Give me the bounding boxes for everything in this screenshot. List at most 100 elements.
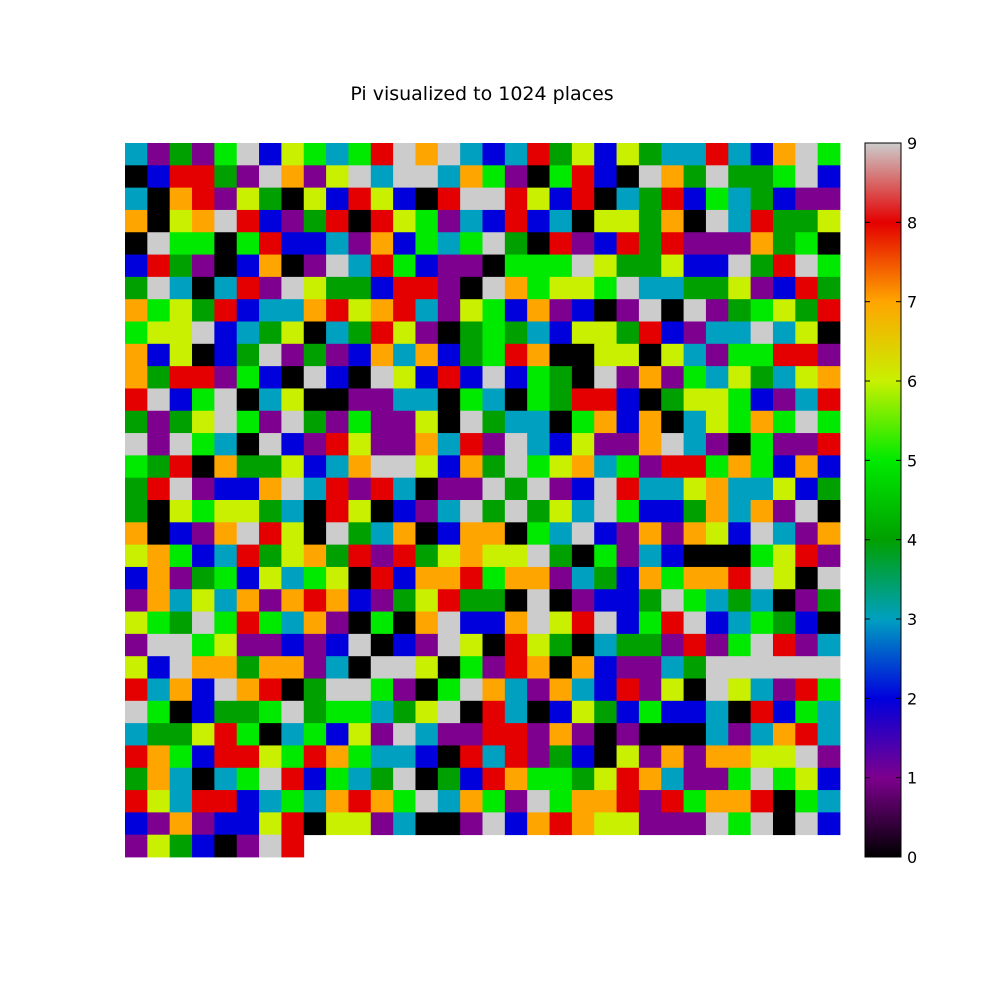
- heatmap-cell: [192, 433, 215, 456]
- heatmap-cell: [594, 343, 617, 367]
- heatmap-cell: [125, 544, 148, 568]
- heatmap-cell: [504, 410, 528, 434]
- heatmap-cell: [482, 812, 506, 836]
- heatmap-cell: [303, 254, 327, 278]
- heatmap-cell: [750, 143, 774, 166]
- heatmap-cell: [214, 209, 238, 233]
- heatmap-cell: [393, 232, 416, 255]
- heatmap-cell: [437, 566, 461, 590]
- heatmap-cell: [370, 544, 394, 568]
- heatmap-cell: [750, 745, 774, 769]
- heatmap-cell: [482, 366, 506, 389]
- heatmap-cell: [705, 165, 729, 189]
- heatmap-cell: [393, 500, 416, 523]
- heatmap-cell: [147, 589, 171, 612]
- heatmap-cell: [817, 388, 841, 412]
- heatmap-cell: [638, 544, 662, 568]
- heatmap-cell: [594, 299, 617, 322]
- heatmap-cell: [303, 477, 327, 501]
- heatmap-cell: [683, 790, 707, 813]
- heatmap-cell: [683, 522, 707, 546]
- heatmap-cell: [683, 566, 707, 590]
- heatmap-cell: [169, 611, 193, 635]
- heatmap-cell: [795, 812, 819, 836]
- heatmap-cell: [795, 790, 819, 813]
- heatmap-cell: [482, 790, 506, 813]
- heatmap-cell: [571, 790, 595, 813]
- heatmap-cell: [236, 366, 260, 389]
- heatmap-cell: [370, 790, 394, 813]
- heatmap-cell: [571, 812, 595, 836]
- heatmap-cell: [303, 321, 327, 345]
- heatmap-cell: [348, 790, 372, 813]
- heatmap-cell: [415, 723, 439, 746]
- heatmap-cell: [169, 678, 193, 702]
- colorbar-tick-label: 5: [907, 451, 917, 470]
- heatmap-cell: [750, 433, 774, 456]
- heatmap-cell: [616, 745, 640, 769]
- heatmap-cell: [303, 209, 327, 233]
- heatmap-cell: [236, 388, 260, 412]
- heatmap-cell: [460, 678, 483, 702]
- heatmap-cell: [281, 544, 305, 568]
- heatmap-cell: [125, 589, 148, 612]
- heatmap-cell: [750, 566, 774, 590]
- heatmap-cell: [549, 410, 573, 434]
- heatmap-cell: [705, 254, 729, 278]
- heatmap-cell: [147, 544, 171, 568]
- heatmap-cell: [795, 477, 819, 501]
- heatmap-cell: [236, 767, 260, 791]
- heatmap-cell: [437, 143, 461, 166]
- heatmap-cell: [527, 366, 550, 389]
- heatmap-cell: [683, 767, 707, 791]
- heatmap-cell: [705, 745, 729, 769]
- heatmap-cell: [326, 388, 349, 412]
- heatmap-cell: [571, 366, 595, 389]
- heatmap-cell: [549, 544, 573, 568]
- heatmap-cell: [527, 566, 550, 590]
- heatmap-cell: [616, 767, 640, 791]
- heatmap-cell: [214, 522, 238, 546]
- heatmap-cell: [348, 366, 372, 389]
- heatmap-cell: [705, 232, 729, 255]
- heatmap-cell: [460, 745, 483, 769]
- heatmap-cell: [504, 366, 528, 389]
- heatmap-cell: [482, 656, 506, 679]
- heatmap-cell: [125, 143, 148, 166]
- heatmap-cell: [683, 723, 707, 746]
- heatmap-cell: [326, 500, 349, 523]
- heatmap-cell: [437, 254, 461, 278]
- heatmap-cell: [259, 633, 282, 657]
- heatmap-cell: [728, 589, 752, 612]
- heatmap-cell: [527, 410, 550, 434]
- heatmap-cell: [348, 500, 372, 523]
- heatmap-cell: [437, 276, 461, 300]
- heatmap-cell: [437, 812, 461, 836]
- heatmap-cell: [147, 812, 171, 836]
- heatmap-cell: [750, 299, 774, 322]
- heatmap-cell: [594, 276, 617, 300]
- heatmap-cell: [393, 767, 416, 791]
- heatmap-cell: [661, 656, 684, 679]
- heatmap-cell: [772, 767, 796, 791]
- heatmap-cell: [370, 343, 394, 367]
- heatmap-cell: [214, 165, 238, 189]
- heatmap-cell: [616, 589, 640, 612]
- heatmap-cell: [348, 745, 372, 769]
- heatmap-cell: [437, 790, 461, 813]
- heatmap-cell: [348, 410, 372, 434]
- heatmap-cell: [415, 276, 439, 300]
- heatmap-cell: [705, 410, 729, 434]
- heatmap-cell: [549, 165, 573, 189]
- heatmap-cell: [348, 165, 372, 189]
- heatmap-cell: [437, 656, 461, 679]
- heatmap-cell: [527, 678, 550, 702]
- heatmap-cell: [504, 433, 528, 456]
- heatmap-cell: [571, 209, 595, 233]
- heatmap-cell: [616, 276, 640, 300]
- heatmap-cell: [415, 165, 439, 189]
- heatmap-cell: [415, 700, 439, 724]
- heatmap-cell: [415, 187, 439, 211]
- heatmap-cell: [370, 566, 394, 590]
- heatmap-cell: [147, 187, 171, 211]
